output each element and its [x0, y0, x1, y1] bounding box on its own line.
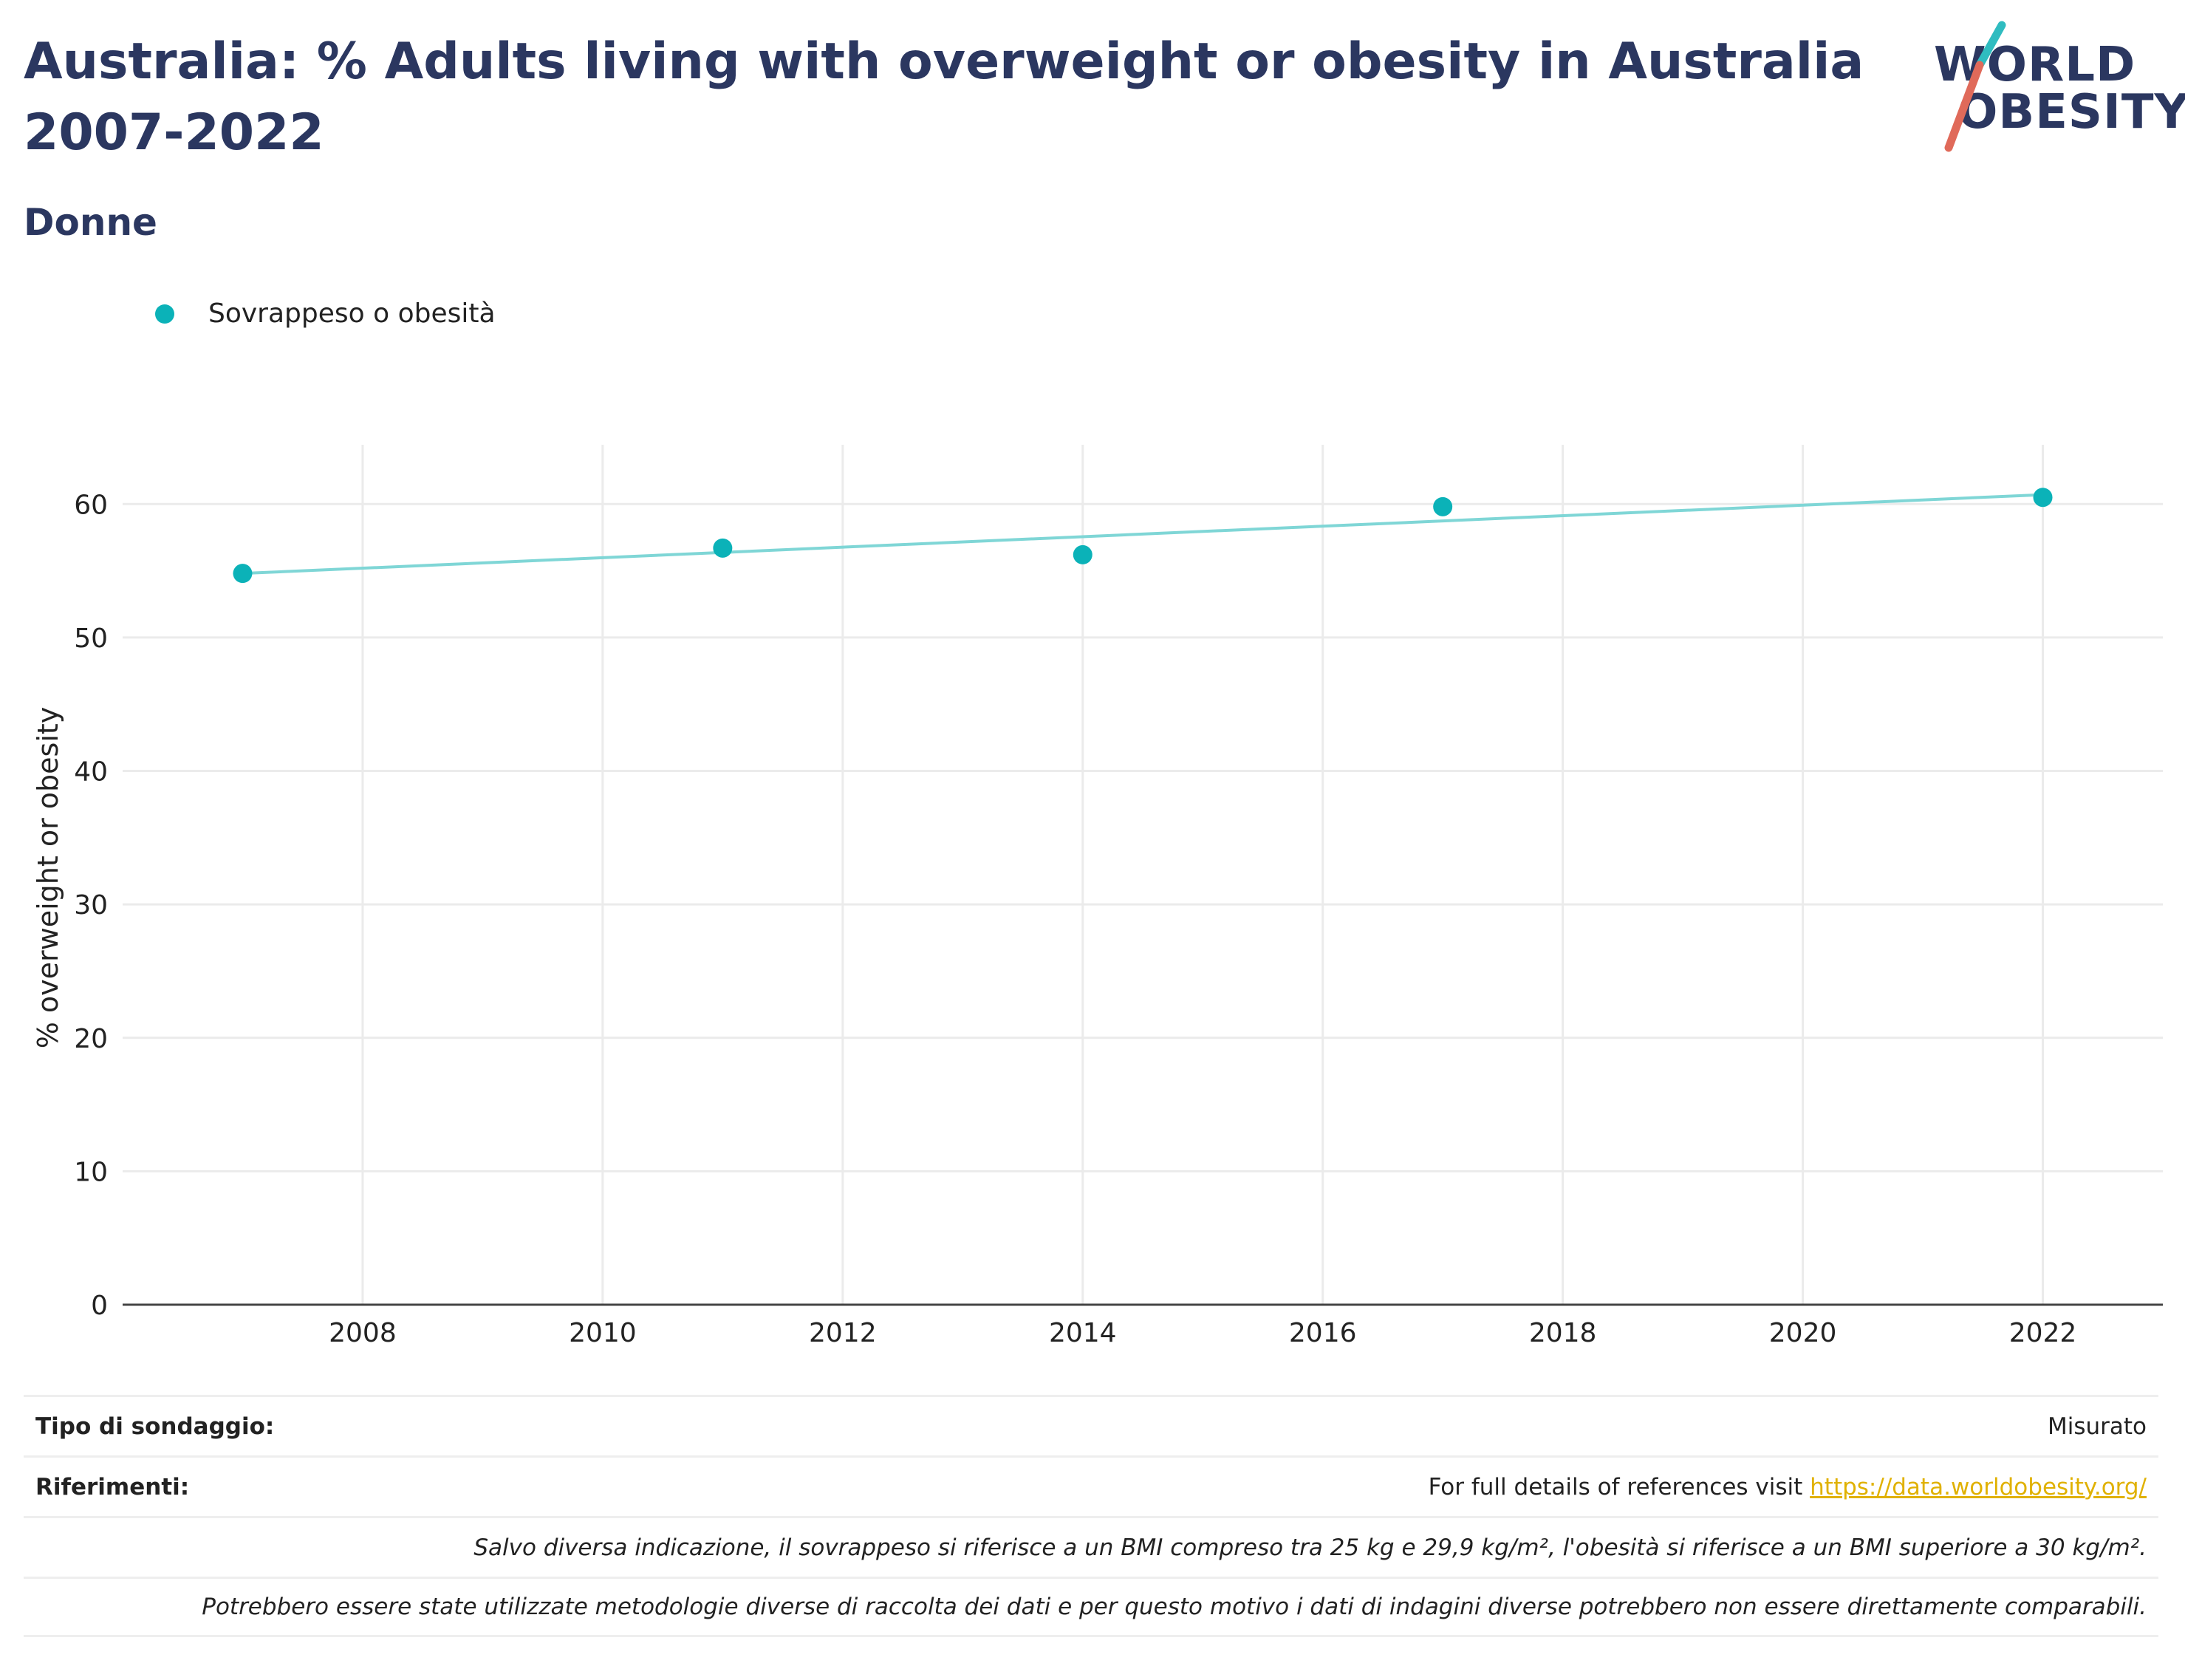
logo-slash-icon — [1944, 21, 2006, 152]
x-tick-label: 2014 — [1049, 1318, 1117, 1348]
references-link[interactable]: https://data.worldobesity.org/ — [1810, 1473, 2147, 1500]
chart-legend: Sovrappeso o obesità — [155, 298, 496, 329]
chart-title: Australia: % Adults living with overweig… — [24, 33, 1864, 162]
x-tick-label: 2010 — [569, 1318, 637, 1348]
data-point — [2033, 488, 2053, 508]
y-tick-label: 30 — [74, 890, 108, 921]
references-text: For full details of references visit — [1428, 1473, 1810, 1500]
data-point — [233, 564, 253, 584]
methods-note: Potrebbero essere state utilizzate metod… — [202, 1594, 2147, 1620]
trend-line — [242, 493, 2043, 576]
legend-label: Sovrappeso o obesità — [208, 298, 496, 329]
x-tick-label: 2012 — [809, 1318, 877, 1348]
y-tick-label: 20 — [74, 1024, 108, 1054]
x-tick-label: 2008 — [329, 1318, 397, 1348]
references-value: For full details of references visit htt… — [1429, 1474, 2147, 1500]
chart-subtitle: Donne — [24, 201, 157, 244]
world-obesity-logo: WORLD OBESITY — [1921, 21, 2185, 161]
methods-note-row: Potrebbero essere state utilizzate metod… — [24, 1577, 2158, 1637]
y-axis-title: % overweight or obesity — [32, 707, 64, 1049]
y-tick-label: 0 — [91, 1291, 108, 1321]
data-point — [1073, 544, 1092, 564]
y-tick-label: 60 — [74, 490, 108, 520]
data-point — [713, 538, 733, 558]
data-point — [1433, 496, 1453, 516]
y-tick-label: 40 — [74, 757, 108, 788]
logo-word-obesity: OBESITY — [1957, 85, 2185, 140]
y-tick-label: 10 — [74, 1157, 108, 1187]
x-tick-label: 2018 — [1529, 1318, 1597, 1348]
survey-type-value: Misurato — [2047, 1413, 2147, 1440]
x-tick-label: 2020 — [1769, 1318, 1837, 1348]
logo-word-world: WORLD — [1934, 38, 2136, 92]
references-label: Riferimenti: — [35, 1473, 190, 1500]
chart-plot-area: 0 10 20 30 40 50 60 2008 2010 2012 2014 2016 2018 202… — [32, 445, 2163, 1348]
references-row: Riferimenti: For full details of referen… — [24, 1455, 2158, 1516]
y-tick-label: 50 — [74, 624, 108, 654]
survey-type-label: Tipo di sondaggio: — [35, 1413, 275, 1440]
legend-marker — [155, 304, 174, 324]
bmi-note-row: Salvo diversa indicazione, il sovrappeso… — [24, 1516, 2158, 1577]
x-tick-label: 2022 — [2009, 1318, 2077, 1348]
x-tick-label: 2016 — [1289, 1318, 1357, 1348]
info-table: Tipo di sondaggio: Misurato Riferimenti:… — [24, 1395, 2158, 1637]
survey-type-row: Tipo di sondaggio: Misurato — [24, 1395, 2158, 1455]
bmi-note: Salvo diversa indicazione, il sovrappeso… — [473, 1534, 2147, 1561]
